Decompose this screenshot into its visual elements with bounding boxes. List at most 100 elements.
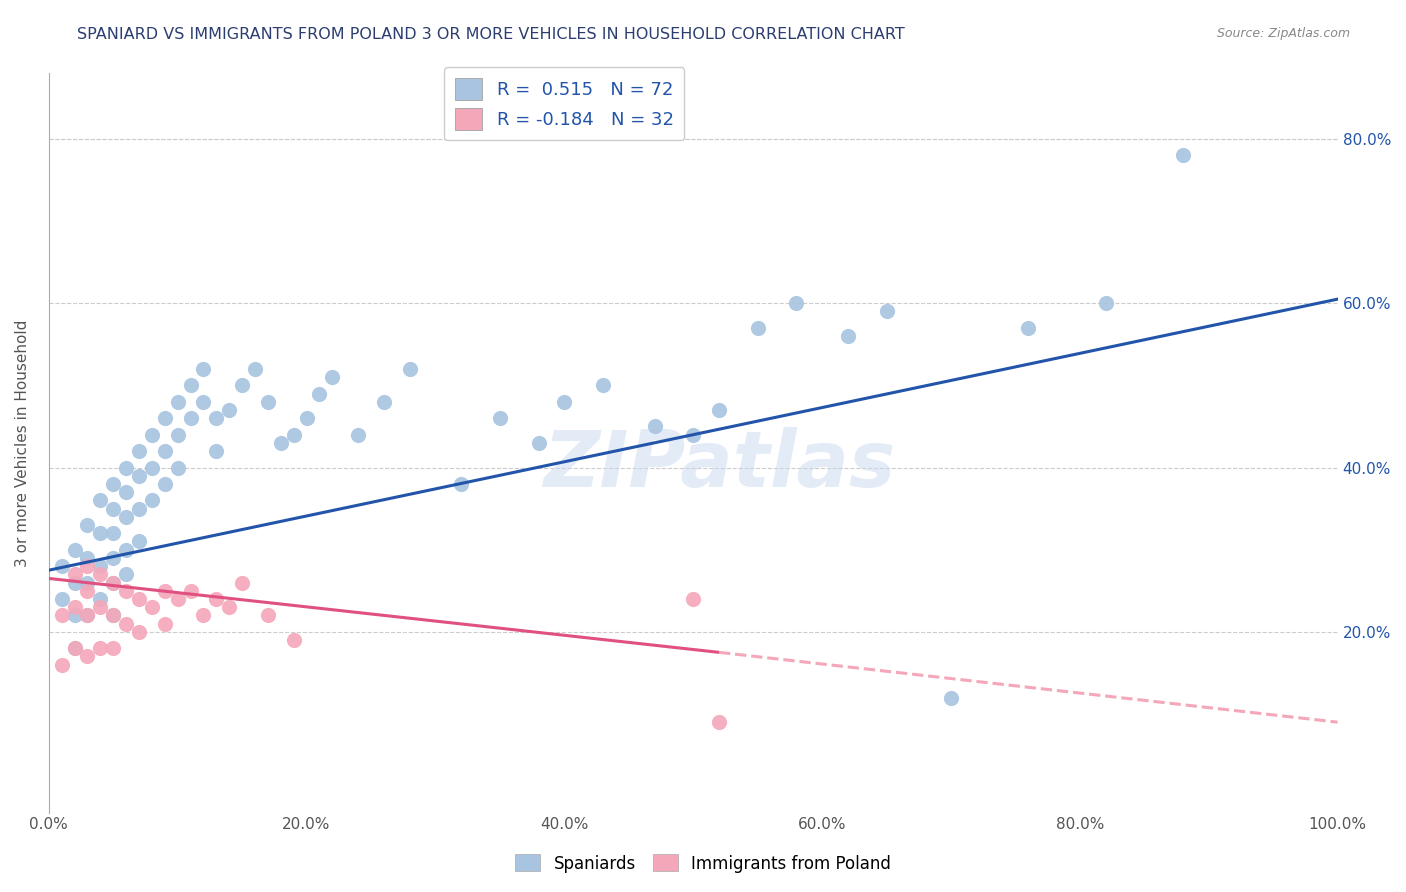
Point [193,362,215,376]
Point [1171,148,1194,162]
Point [876,304,898,318]
Point [153,583,176,598]
Point [166,394,188,409]
Point [115,509,138,524]
Point [450,477,472,491]
Point [51,657,73,672]
Point [76,608,98,623]
Point [89,526,111,541]
Point [527,436,550,450]
Point [283,633,305,648]
Point [153,444,176,458]
Point [231,378,253,392]
Point [141,460,163,475]
Point [231,575,253,590]
Point [115,567,138,582]
Point [76,550,98,565]
Point [51,591,73,606]
Point [128,534,150,549]
Point [205,591,228,606]
Point [76,518,98,533]
Point [180,378,202,392]
Point [257,608,280,623]
Point [76,583,98,598]
Point [166,460,188,475]
Point [103,575,125,590]
Point [153,411,176,425]
Point [63,641,86,656]
Point [103,641,125,656]
Point [63,641,86,656]
Point [270,436,292,450]
Point [89,591,111,606]
Point [115,460,138,475]
Point [51,608,73,623]
Point [682,591,704,606]
Point [76,575,98,590]
Point [205,411,228,425]
Y-axis label: 3 or more Vehicles in Household: 3 or more Vehicles in Household [15,319,30,566]
Point [489,411,512,425]
Point [295,411,318,425]
Point [180,583,202,598]
Point [193,608,215,623]
Point [205,444,228,458]
Point [89,641,111,656]
Point [166,591,188,606]
Point [166,427,188,442]
Point [644,419,666,434]
Point [707,403,730,417]
Point [283,427,305,442]
Point [347,427,370,442]
Point [321,370,343,384]
Point [89,559,111,574]
Text: ZIPatlas: ZIPatlas [543,427,896,503]
Point [141,427,163,442]
Point [76,608,98,623]
Point [63,567,86,582]
Point [89,493,111,508]
Point [257,394,280,409]
Point [128,624,150,639]
Point [76,649,98,664]
Point [1017,321,1039,335]
Point [63,600,86,615]
Text: SPANIARD VS IMMIGRANTS FROM POLAND 3 OR MORE VEHICLES IN HOUSEHOLD CORRELATION C: SPANIARD VS IMMIGRANTS FROM POLAND 3 OR … [77,27,905,42]
Point [373,394,395,409]
Point [153,616,176,631]
Point [553,394,575,409]
Point [398,362,420,376]
Legend: Spaniards, Immigrants from Poland: Spaniards, Immigrants from Poland [509,847,897,880]
Point [128,468,150,483]
Point [592,378,614,392]
Point [141,600,163,615]
Point [115,542,138,557]
Point [1094,296,1116,310]
Point [51,559,73,574]
Text: Source: ZipAtlas.com: Source: ZipAtlas.com [1216,27,1350,40]
Point [837,329,859,343]
Point [103,477,125,491]
Point [939,690,962,705]
Point [682,427,704,442]
Point [153,477,176,491]
Point [89,600,111,615]
Point [63,542,86,557]
Point [128,444,150,458]
Point [141,493,163,508]
Point [103,501,125,516]
Point [707,715,730,730]
Point [128,591,150,606]
Point [218,403,240,417]
Point [218,600,240,615]
Point [243,362,266,376]
Point [115,583,138,598]
Point [193,394,215,409]
Point [63,608,86,623]
Point [63,575,86,590]
Point [785,296,807,310]
Point [128,501,150,516]
Point [747,321,769,335]
Point [103,575,125,590]
Point [103,608,125,623]
